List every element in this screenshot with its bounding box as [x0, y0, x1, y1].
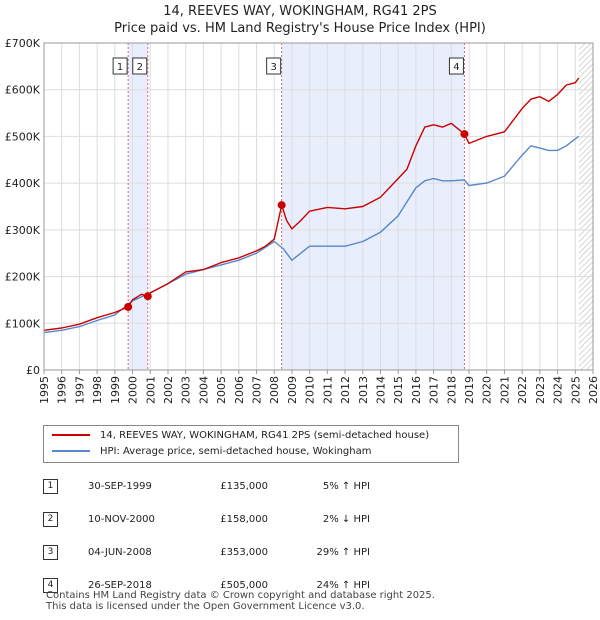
- sale-date: 30-SEP-1999: [88, 481, 152, 492]
- sale-number-badge: 2: [43, 512, 58, 527]
- sale-point: [124, 302, 133, 311]
- sale-label-frame: [266, 57, 282, 75]
- sale-label-box: 1: [112, 57, 128, 75]
- y-tick-label: £200K: [5, 271, 41, 284]
- x-tick-label: 2011: [321, 376, 334, 404]
- x-tick-label: 2002: [162, 376, 175, 404]
- x-tick-label: 2000: [127, 376, 140, 404]
- forecast-hatch: [578, 43, 593, 370]
- x-tick-label: 1996: [56, 376, 69, 404]
- sale-point: [143, 292, 152, 301]
- table-row: 1 30-SEP-1999 £135,000 5% ↑ HPI: [43, 470, 370, 503]
- x-tick-label: 2003: [180, 376, 193, 404]
- sale-number-badge: 3: [43, 545, 58, 560]
- x-tick-label: 2013: [357, 376, 370, 404]
- sale-label-number: 3: [270, 62, 276, 73]
- x-tick-label: 2009: [286, 376, 299, 404]
- sale-point: [460, 130, 469, 139]
- x-tick-label: 2019: [463, 376, 476, 404]
- x-tick-label: 1998: [91, 376, 104, 404]
- footer-line-2: This data is licensed under the Open Gov…: [46, 601, 365, 612]
- y-tick-label: £0: [26, 364, 40, 377]
- sale-price: £353,000: [220, 547, 268, 558]
- shaded-period: [128, 43, 148, 370]
- y-tick-label: £100K: [5, 317, 41, 330]
- sale-label-box: 3: [266, 57, 282, 75]
- sale-price: £505,000: [220, 580, 268, 591]
- table-row: 4 26-SEP-2018 £505,000 24% ↑ HPI: [43, 569, 370, 602]
- footer-line-1: Contains HM Land Registry data © Crown c…: [46, 590, 435, 601]
- sale-label-number: 4: [453, 62, 459, 73]
- chart-subtitle: Price paid vs. HM Land Registry's House …: [114, 21, 486, 36]
- x-tick-label: 1995: [38, 376, 51, 404]
- x-tick-label: 2006: [233, 376, 246, 404]
- x-tick-label: 2015: [392, 376, 405, 404]
- legend-label-property: 14, REEVES WAY, WOKINGHAM, RG41 2PS (sem…: [100, 430, 430, 441]
- x-tick-label: 1999: [109, 376, 122, 404]
- sale-label-frame: [132, 57, 148, 75]
- legend-item-property: 14, REEVES WAY, WOKINGHAM, RG41 2PS (sem…: [52, 428, 429, 444]
- sale-label-box: 2: [132, 57, 148, 75]
- legend-swatch-hpi: [52, 450, 90, 452]
- sale-hpi-delta: 5% ↑ HPI: [322, 481, 370, 492]
- footer-attribution: Contains HM Land Registry data © Crown c…: [46, 590, 435, 612]
- sale-price: £135,000: [220, 481, 268, 492]
- x-tick-label: 2025: [569, 376, 582, 404]
- legend-label-hpi: HPI: Average price, semi-detached house,…: [100, 446, 372, 457]
- plot-frame: [43, 42, 594, 371]
- table-row: 3 04-JUN-2008 £353,000 29% ↑ HPI: [43, 536, 370, 569]
- price-chart: 1 2 3 4 £0 £100K £200K £300K £400K £500K £600K £700…: [5, 37, 600, 404]
- x-tick-label: 2008: [268, 376, 281, 404]
- x-tick-label: 2004: [197, 376, 210, 404]
- x-tick-label: 2021: [498, 376, 511, 404]
- sale-hpi-delta: 2% ↓ HPI: [322, 514, 370, 525]
- y-tick-label: £500K: [5, 130, 41, 143]
- y-tick-label: £300K: [5, 224, 41, 237]
- chart-title: 14, REEVES WAY, WOKINGHAM, RG41 2PS: [163, 4, 437, 19]
- sale-date: 26-SEP-2018: [88, 580, 152, 591]
- sale-hpi-delta: 24% ↑ HPI: [316, 580, 370, 591]
- x-tick-label: 2007: [251, 376, 264, 404]
- sale-number-badge: 1: [43, 479, 58, 494]
- sales-table: 1 30-SEP-1999 £135,000 5% ↑ HPI 2 10-NOV…: [43, 470, 370, 602]
- sale-label-box: 4: [448, 57, 464, 75]
- x-tick-label: 2023: [534, 376, 547, 404]
- sale-point: [277, 201, 286, 210]
- x-tick-label: 2022: [516, 376, 529, 404]
- sale-price: £158,000: [220, 514, 268, 525]
- x-tick-label: 2014: [374, 376, 387, 404]
- y-tick-label: £700K: [5, 37, 41, 50]
- x-tick-label: 2018: [445, 376, 458, 404]
- x-tick-label: 2020: [481, 376, 494, 404]
- chart-legend: 14, REEVES WAY, WOKINGHAM, RG41 2PS (sem…: [43, 425, 459, 463]
- y-tick-label: £400K: [5, 177, 41, 190]
- x-tick-label: 2005: [215, 376, 228, 404]
- x-tick-label: 1997: [73, 376, 86, 404]
- x-tick-label: 2024: [552, 376, 565, 404]
- sale-hpi-delta: 29% ↑ HPI: [316, 547, 370, 558]
- legend-item-hpi: HPI: Average price, semi-detached house,…: [52, 444, 371, 460]
- sale-label-frame: [112, 57, 128, 75]
- x-tick-label: 2016: [410, 376, 423, 404]
- sale-label-number: 1: [117, 62, 123, 73]
- x-tick-label: 2010: [304, 376, 317, 404]
- x-tick-label: 2026: [587, 376, 600, 404]
- table-row: 2 10-NOV-2000 £158,000 2% ↓ HPI: [43, 503, 370, 536]
- legend-swatch-property: [52, 434, 90, 436]
- y-tick-label: £600K: [5, 84, 41, 97]
- sale-date: 04-JUN-2008: [88, 547, 152, 558]
- shaded-period: [281, 43, 465, 370]
- sale-label-number: 2: [137, 62, 143, 73]
- sale-label-frame: [448, 57, 464, 75]
- sale-number-badge: 4: [43, 578, 58, 593]
- x-tick-label: 2017: [428, 376, 441, 404]
- sale-date: 10-NOV-2000: [88, 514, 155, 525]
- x-tick-label: 2012: [339, 376, 352, 404]
- x-tick-label: 2001: [144, 376, 157, 404]
